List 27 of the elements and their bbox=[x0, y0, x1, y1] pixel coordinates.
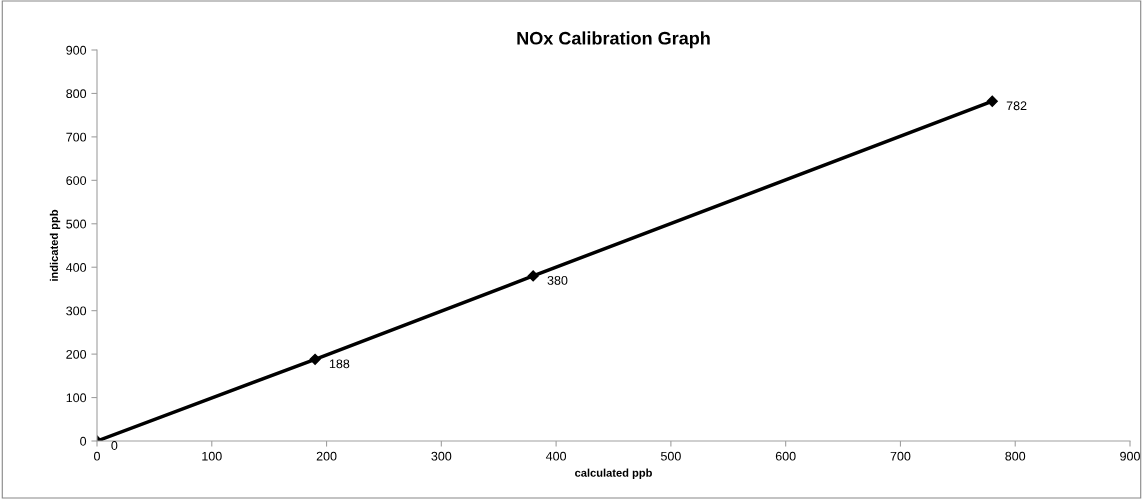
y-tick-label: 100 bbox=[66, 393, 87, 403]
x-tick-label: 700 bbox=[890, 451, 911, 461]
data-label: 380 bbox=[547, 275, 568, 285]
y-tick-label: 200 bbox=[66, 349, 87, 359]
x-tick-label: 300 bbox=[431, 451, 452, 461]
y-tick-label: 900 bbox=[66, 45, 87, 55]
y-tick-label: 800 bbox=[66, 89, 87, 99]
x-tick-label: 600 bbox=[775, 451, 796, 461]
y-tick-label: 600 bbox=[66, 176, 87, 185]
x-axis-title: calculated ppb bbox=[575, 468, 652, 479]
y-tick-label: 300 bbox=[66, 306, 87, 316]
x-tick-label: 100 bbox=[202, 451, 222, 461]
y-tick-label: 500 bbox=[66, 219, 87, 229]
y-tick-label: 400 bbox=[66, 263, 87, 272]
y-tick-label: 0 bbox=[80, 436, 87, 446]
x-tick-label: 200 bbox=[316, 451, 337, 461]
data-label: 188 bbox=[329, 359, 350, 369]
data-label: 782 bbox=[1006, 101, 1027, 111]
x-tick-label: 500 bbox=[660, 451, 681, 461]
x-tick-label: 0 bbox=[94, 451, 100, 461]
data-label: 0 bbox=[111, 441, 118, 450]
x-tick-label: 900 bbox=[1120, 451, 1140, 461]
chart-title: NOx Calibration Graph bbox=[517, 31, 710, 49]
y-axis-title: indicated ppb bbox=[49, 209, 61, 281]
x-tick-label: 400 bbox=[545, 451, 567, 461]
y-tick-label: 700 bbox=[66, 132, 87, 142]
x-tick-label: 800 bbox=[1005, 451, 1026, 461]
